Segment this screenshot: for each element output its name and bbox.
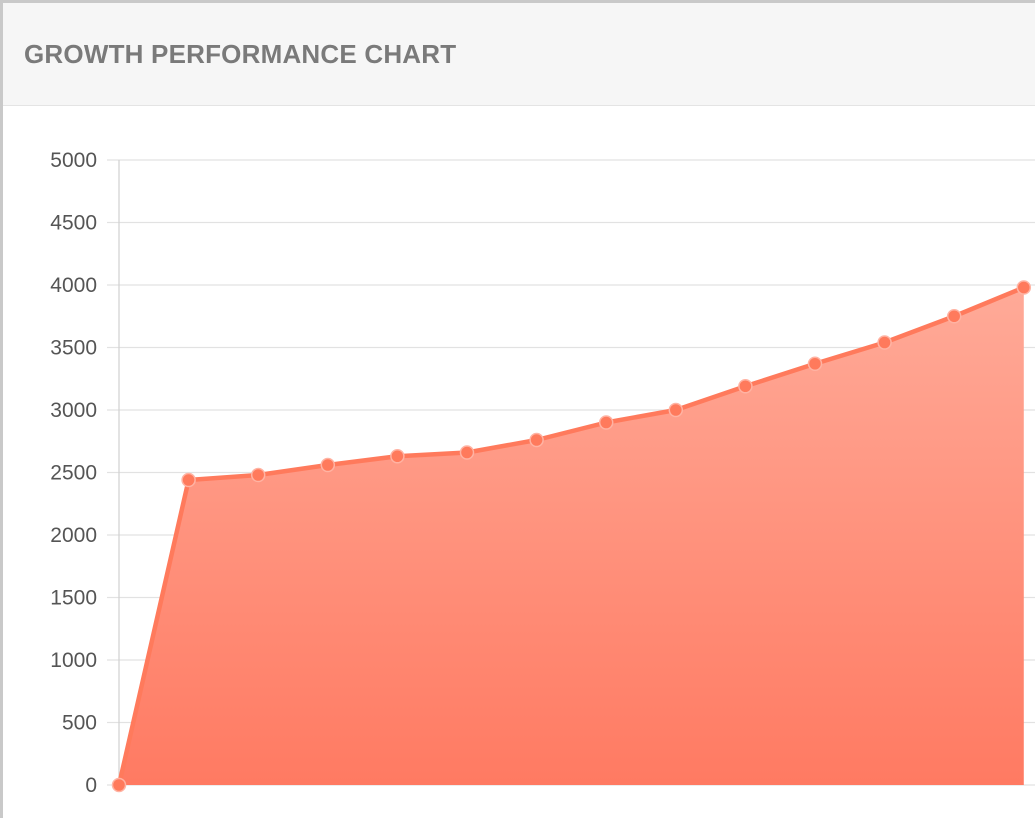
data-point[interactable] [459, 445, 475, 460]
data-point[interactable] [946, 309, 962, 324]
data-point[interactable] [1016, 280, 1032, 295]
data-point[interactable] [877, 335, 892, 350]
data-point[interactable] [529, 432, 544, 448]
panel-header: GROWTH PERFORMANCE CHART [3, 3, 1035, 106]
y-tick-label: 4500 [50, 212, 97, 235]
data-point[interactable] [111, 777, 127, 793]
data-point[interactable] [320, 457, 336, 473]
data-point[interactable] [807, 356, 823, 371]
area-series [116, 285, 1027, 788]
area-fill [119, 287, 1024, 785]
y-tick-label: 3500 [50, 337, 97, 360]
y-tick-label: 3000 [50, 399, 97, 422]
y-tick-label: 5000 [50, 149, 97, 172]
data-point[interactable] [250, 467, 266, 483]
data-point[interactable] [738, 379, 753, 394]
y-tick-label: 0 [85, 774, 97, 797]
data-point[interactable] [181, 472, 196, 488]
chart-title: GROWTH PERFORMANCE CHART [24, 39, 457, 69]
y-tick-label: 4000 [50, 274, 97, 297]
data-points [111, 280, 1032, 793]
y-tick-label: 1000 [50, 649, 97, 672]
data-point[interactable] [390, 449, 405, 464]
y-tick-label: 500 [62, 712, 97, 735]
data-point[interactable] [598, 415, 614, 430]
y-tick-label: 1500 [50, 587, 97, 610]
data-point[interactable] [668, 402, 684, 418]
y-axis-ticks: 0 500 1000 1500 2000 2500 3000 3500 4000 4500 5000 [50, 149, 97, 797]
y-tick-label: 2500 [50, 462, 97, 485]
y-tick-label: 2000 [50, 524, 97, 547]
series-line [116, 285, 1027, 788]
